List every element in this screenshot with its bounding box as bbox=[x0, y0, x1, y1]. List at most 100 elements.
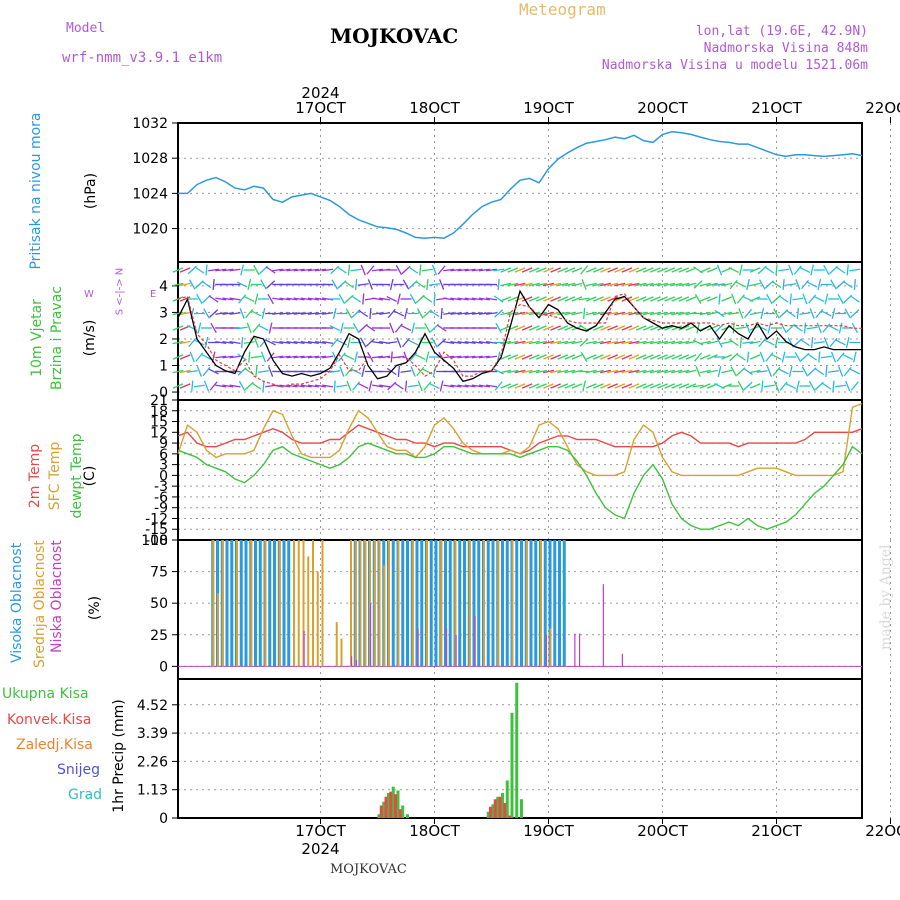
wind-arrow bbox=[664, 383, 675, 389]
x-tick-label-bottom: 21OCT bbox=[751, 822, 802, 840]
wind-arrow bbox=[649, 369, 661, 374]
wind-arrow bbox=[286, 340, 298, 345]
wind-arrow bbox=[314, 355, 327, 359]
wind-arrow bbox=[685, 383, 697, 389]
y-tick-label: 4.52 bbox=[137, 698, 168, 714]
wind-arrow bbox=[744, 308, 752, 319]
x-tick-label-bottom: 20OCT bbox=[637, 822, 688, 840]
wind-arrow bbox=[507, 311, 519, 316]
wind-arrow bbox=[764, 339, 775, 346]
wind-arrow bbox=[536, 267, 547, 273]
wind-arrow bbox=[793, 265, 802, 275]
cloud-bar-mid bbox=[293, 540, 295, 667]
wind-arrow bbox=[760, 307, 765, 320]
wind-arrow bbox=[240, 336, 244, 349]
precip-bar bbox=[498, 796, 502, 818]
wind-arrow bbox=[614, 383, 626, 389]
wind-arrow bbox=[179, 296, 191, 302]
wind-arrow bbox=[188, 337, 197, 348]
wind-arrow bbox=[730, 366, 738, 377]
wind-arrow bbox=[582, 307, 586, 320]
wind-gust-line bbox=[177, 293, 862, 388]
wind-arrow bbox=[585, 383, 597, 389]
wind-arrow bbox=[493, 368, 504, 375]
wind-arrow bbox=[360, 264, 366, 276]
wind-arrow bbox=[578, 297, 590, 301]
wind-arrow bbox=[685, 311, 697, 316]
wind-arrow bbox=[580, 265, 589, 275]
cloud-bar-high bbox=[434, 540, 438, 667]
wind-arrow bbox=[699, 383, 711, 389]
wind-arrow bbox=[215, 340, 227, 345]
wind-arrow bbox=[407, 339, 419, 346]
wind-arrow bbox=[371, 340, 384, 345]
wind-arrow bbox=[329, 324, 340, 332]
wind-arrow bbox=[593, 296, 604, 302]
wind-arrow bbox=[422, 295, 433, 303]
wind-arrow bbox=[801, 366, 809, 377]
wind-arrow bbox=[419, 264, 422, 276]
wind-arrow bbox=[431, 264, 438, 276]
wind-arrow bbox=[810, 264, 815, 276]
wind-arrow bbox=[779, 381, 788, 391]
wind-arrow bbox=[642, 354, 654, 360]
wind-arrow bbox=[756, 370, 768, 373]
wind-arrow bbox=[557, 325, 569, 331]
wind-arrow bbox=[607, 282, 619, 287]
wind-arrow bbox=[771, 280, 782, 289]
wind-arrow bbox=[300, 355, 312, 359]
wind-arrow bbox=[593, 325, 604, 331]
wind-arrow bbox=[464, 355, 476, 359]
wind-arrow bbox=[246, 322, 252, 334]
y-tick-label: 50 bbox=[150, 596, 168, 612]
wind-arrow bbox=[250, 355, 262, 359]
wind-arrow bbox=[300, 297, 312, 301]
wind-arrow bbox=[564, 282, 576, 287]
y-tick-label: -15 bbox=[145, 522, 168, 538]
wind-arrow bbox=[571, 354, 583, 360]
wind-arrow bbox=[721, 383, 732, 389]
wind-arrow bbox=[365, 338, 375, 347]
cloud-bar-mid bbox=[316, 571, 319, 667]
wind-arrow bbox=[514, 282, 526, 287]
wind-arrow bbox=[172, 369, 184, 374]
wind-arrow bbox=[792, 297, 804, 301]
wind-arrow bbox=[369, 307, 372, 320]
wind-arrow bbox=[696, 322, 701, 334]
wind-arrow bbox=[824, 293, 829, 305]
wind-arrow bbox=[775, 264, 778, 276]
cloud-bar-mid bbox=[340, 638, 343, 667]
wind-arrow bbox=[243, 341, 255, 344]
wind-arrow bbox=[204, 336, 209, 349]
cloud-bar-low bbox=[455, 634, 457, 667]
wind-arrow bbox=[735, 281, 747, 288]
wind-arrow bbox=[172, 311, 184, 316]
wind-arrow bbox=[336, 339, 348, 346]
wind-arrow bbox=[678, 383, 690, 389]
wind-arrow bbox=[371, 268, 384, 272]
wind-arrow bbox=[187, 324, 198, 332]
model-name: wrf-nmm_v3.9.1 e1km bbox=[62, 50, 223, 66]
wind-arrow bbox=[635, 340, 647, 345]
wind-arrow bbox=[571, 267, 583, 273]
wind-arrow bbox=[664, 311, 676, 316]
wind-arrow bbox=[268, 322, 273, 334]
wind-arrow bbox=[347, 336, 351, 349]
wind-arrow bbox=[836, 352, 845, 362]
wind-arrow bbox=[521, 354, 533, 360]
wind-arrow bbox=[267, 293, 274, 305]
wind-compass-e: E bbox=[150, 289, 157, 300]
cloud-bar-mid bbox=[302, 540, 305, 667]
wind-arrow bbox=[365, 324, 376, 332]
wind-arrow bbox=[293, 340, 305, 345]
year-label-top: 2024 bbox=[301, 84, 339, 102]
wind-arrow bbox=[671, 325, 683, 331]
wind-arrow bbox=[664, 282, 676, 287]
wind-arrow bbox=[345, 366, 353, 377]
wind-arrow bbox=[191, 380, 194, 392]
wind-arrow bbox=[202, 366, 211, 377]
wind-arrow bbox=[593, 354, 604, 360]
wind-arrow bbox=[581, 279, 587, 290]
wind-arrow bbox=[699, 369, 711, 374]
wind-arrow bbox=[236, 326, 248, 330]
